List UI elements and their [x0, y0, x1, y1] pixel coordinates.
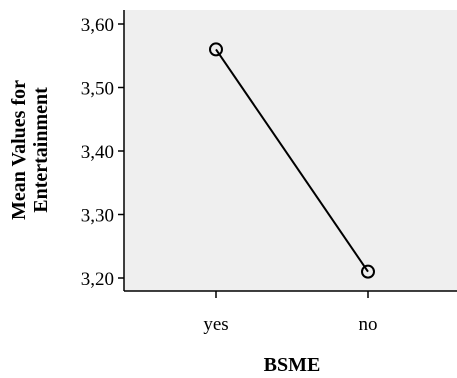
y-tick-label: 3,30: [81, 206, 114, 227]
data-point: [361, 264, 375, 279]
y-tick-label: 3,50: [81, 79, 114, 100]
x-axis-title: BSME: [264, 354, 321, 376]
y-tick-label: 3,40: [81, 142, 114, 163]
y-axis-ticks: 3,20 3,30 3,40 3,50 3,60: [81, 15, 124, 290]
data-point: [209, 42, 223, 57]
y-axis-title-line-1: Mean Values for: [8, 80, 30, 220]
series-line: [215, 48, 369, 273]
y-tick-label: 3,20: [81, 269, 114, 290]
y-tick-label: 3,60: [81, 15, 114, 36]
x-tick-label: yes: [203, 314, 228, 335]
x-axis-ticks: yes no: [203, 291, 378, 335]
y-axis-title: Mean Values for Entertainment: [8, 80, 52, 220]
series-layer: [209, 42, 375, 279]
x-tick-label: no: [359, 314, 378, 335]
y-axis-title-line-2: Entertainment: [30, 87, 52, 213]
plot-area: [124, 10, 457, 291]
